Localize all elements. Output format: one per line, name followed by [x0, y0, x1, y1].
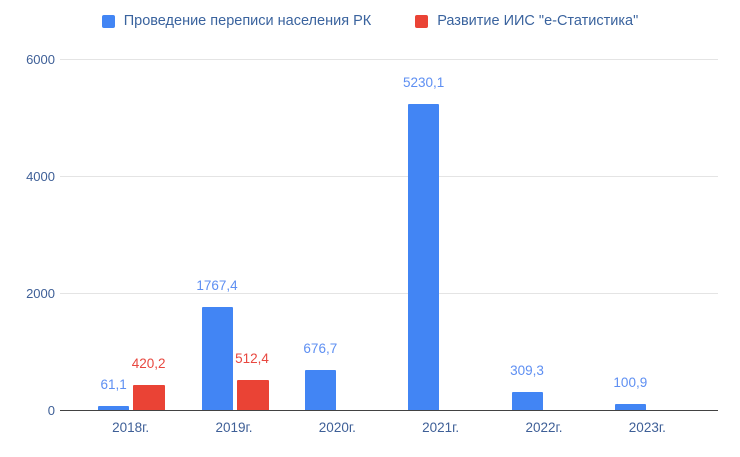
- x-axis-tick-2018г.: 2018г.: [112, 420, 150, 435]
- y-axis-tick-2000: 2000: [26, 286, 55, 301]
- x-axis-tick-2021г.: 2021г.: [422, 420, 460, 435]
- legend-item-1: Развитие ИИС "е-Статистика": [415, 13, 638, 29]
- square-swatch-icon: [101, 14, 115, 28]
- gridline-4000: [60, 176, 718, 177]
- bar-series0-2020г.: [304, 370, 336, 410]
- bar-series0-2021г.: [408, 104, 440, 410]
- value-label-series0-2018г.: 61,1: [100, 377, 127, 393]
- bar-series1-2018г.: [133, 385, 166, 410]
- square-swatch-icon: [415, 14, 429, 28]
- plot-area: 61,1 420,2 2018г. 1767,4 512,4 2019г. 676,7 202…: [60, 59, 718, 435]
- value-label-series0-2023г.: 100,9: [613, 375, 648, 391]
- gridline-6000: [60, 59, 718, 60]
- value-label-series1-2018г.: 420,2: [131, 356, 166, 372]
- legend-label: Развитие ИИС "е-Статистика": [437, 13, 639, 29]
- legend-label: Проведение переписи населения РК: [123, 13, 372, 29]
- y-axis-tick-6000: 6000: [26, 52, 55, 67]
- legend-item-0: Проведение переписи населения РК: [101, 13, 372, 29]
- value-label-series0-2020г.: 676,7: [303, 341, 338, 357]
- value-label-series0-2021г.: 5230,1: [403, 75, 445, 90]
- y-axis-tick-4000: 4000: [26, 169, 55, 184]
- y-axis-tick-0: 0: [47, 403, 55, 418]
- x-axis-tick-2019г.: 2019г.: [215, 420, 253, 435]
- gridline-2000: [60, 293, 718, 294]
- bar-series0-2018г.: [98, 406, 130, 410]
- x-axis-tick-2023г.: 2023г.: [628, 420, 666, 435]
- value-label-series1-2019г.: 512,4: [235, 351, 269, 366]
- bar-series0-2023г.: [614, 404, 646, 410]
- chart-legend: Проведение переписи населения РК Развитие…: [0, 13, 740, 29]
- bar-series0-2022г.: [511, 391, 543, 410]
- bar-series1-2019г.: [236, 380, 269, 410]
- bar-series0-2019г.: [201, 306, 233, 410]
- x-axis-tick-2022г.: 2022г.: [525, 420, 563, 435]
- value-label-series0-2022г.: 309,3: [510, 362, 544, 378]
- x-axis-tick-2020г.: 2020г.: [318, 420, 356, 435]
- value-label-series0-2019г.: 1767,4: [196, 277, 238, 293]
